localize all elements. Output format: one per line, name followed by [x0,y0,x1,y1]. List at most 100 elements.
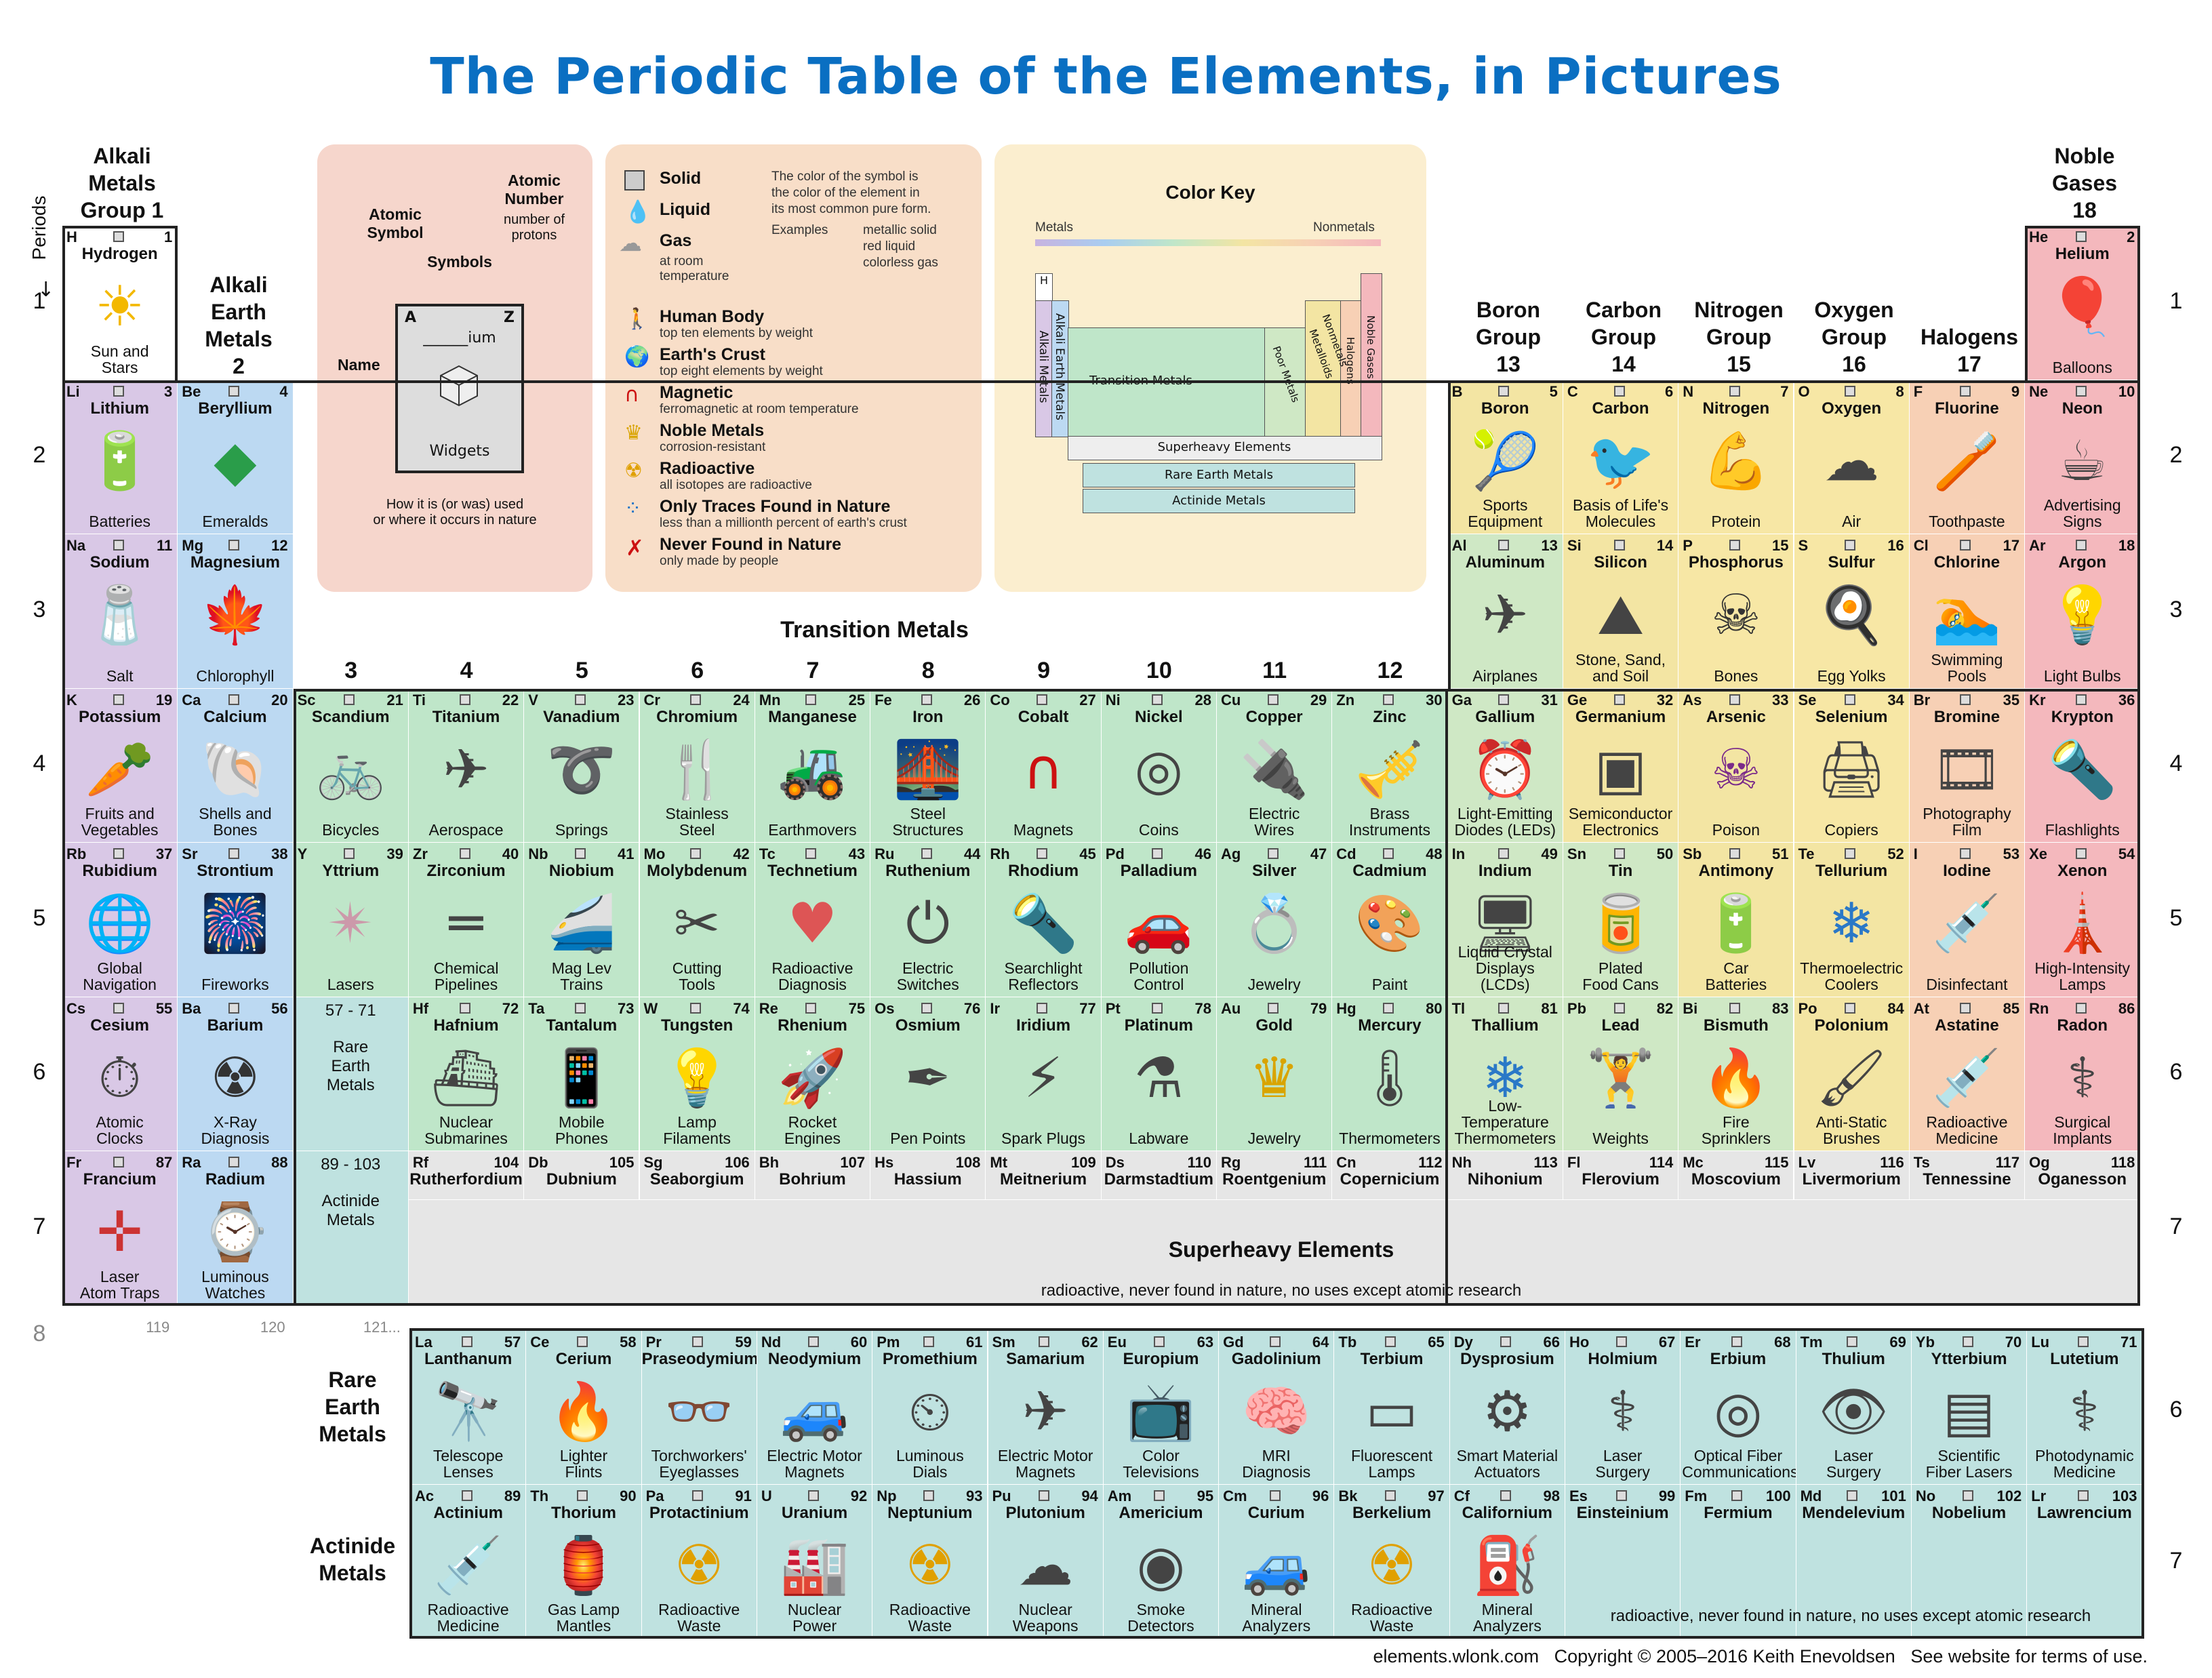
element-cell-sulfur[interactable]: S 16 Sulfur 🍳 Egg Yolks [1794,534,1910,689]
element-cell-chlorine[interactable]: Cl 17 Chlorine 🏊 Swimming Pools [1909,534,2026,689]
element-cell-hassium[interactable]: Hs 108 Hassium [870,1151,986,1200]
element-cell-meitnerium[interactable]: Mt 109 Meitnerium [986,1151,1102,1200]
element-cell-antimony[interactable]: Sb 51 Antimony 🔋 Car Batteries [1678,843,1794,997]
element-cell-seaborgium[interactable]: Sg 106 Seaborgium [639,1151,755,1200]
element-cell-actinium[interactable]: Ac 89 Actinium 💉 Radioactive Medicine [411,1485,527,1639]
element-cell-silicon[interactable]: Si 14 Silicon ⛰ Stone, Sand, and Soil [1563,534,1679,689]
element-cell-argon[interactable]: Ar 18 Argon 💡 Light Bulbs [2025,534,2141,689]
element-cell-praseodymium[interactable]: Pr 59 Praseodymium 👓 Torchworkers' Eyeglasse… [641,1331,757,1485]
element-cell-tennessine[interactable]: Ts 117 Tennessine [1909,1151,2026,1200]
element-cell-cesium[interactable]: Cs 55 Cesium ⏱ Atomic Clocks [62,997,178,1151]
element-cell-thallium[interactable]: Tl 81 Thallium ❄ Low-Temperature Thermometer… [1447,997,1563,1151]
element-cell-manganese[interactable]: Mn 25 Manganese 🚜 Earthmovers [755,688,871,843]
element-cell-plutonium[interactable]: Pu 94 Plutonium ☁ Nuclear Weapons [988,1485,1104,1639]
element-cell-francium[interactable]: Fr 87 Francium ✛ Laser Atom Traps [62,1151,178,1306]
element-cell-iodine[interactable]: I 53 Iodine 💉 Disinfectant [1909,843,2026,997]
element-cell-mercury[interactable]: Hg 80 Mercury 🌡 Thermometers [1332,997,1448,1151]
element-cell-americium[interactable]: Am 95 Americium ◉ Smoke Detectors [1103,1485,1220,1639]
element-cell-roentgenium[interactable]: Rg 111 Roentgenium [1217,1151,1333,1200]
element-cell-protactinium[interactable]: Pa 91 Protactinium ☢ Radioactive Waste [641,1485,757,1639]
element-cell-iron[interactable]: Fe 26 Iron 🌉 Steel Structures [870,688,986,843]
element-cell-europium[interactable]: Eu 63 Europium 📺 Color Televisions [1103,1331,1220,1485]
element-cell-promethium[interactable]: Pm 61 Promethium ⏲ Luminous Dials [872,1331,988,1485]
element-cell-erbium[interactable]: Er 68 Erbium ◎ Optical Fiber Communications [1681,1331,1796,1485]
element-cell-silver[interactable]: Ag 47 Silver 💍 Jewelry [1217,843,1333,997]
element-cell-technetium[interactable]: Tc 43 Technetium ♥ Radioactive Diagnosis [755,843,871,997]
element-cell-bohrium[interactable]: Bh 107 Bohrium [755,1151,871,1200]
element-cell-neon[interactable]: Ne 10 Neon ☕ Advertising Signs [2025,380,2141,534]
element-cell-cobalt[interactable]: Co 27 Cobalt ∩ Magnets [986,688,1102,843]
element-cell-rhodium[interactable]: Rh 45 Rhodium 🔦 Searchlight Reflectors [986,843,1102,997]
element-cell-tungsten[interactable]: W 74 Tungsten 💡 Lamp Filaments [639,997,755,1151]
element-cell-lead[interactable]: Pb 82 Lead 🏋 Weights [1563,997,1679,1151]
element-cell-ytterbium[interactable]: Yb 70 Ytterbium ▤ Scientific Fiber Lasers [1911,1331,2028,1485]
element-cell-nitrogen[interactable]: N 7 Nitrogen 💪 Protein [1678,380,1794,534]
element-cell-tin[interactable]: Sn 50 Tin 🥫 Plated Food Cans [1563,843,1679,997]
element-cell-uranium[interactable]: U 92 Uranium 🏭 Nuclear Power [757,1485,873,1639]
element-cell-beryllium[interactable]: Be 4 Beryllium ◆ Emeralds [178,380,294,534]
element-cell-magnesium[interactable]: Mg 12 Magnesium 🍁 Chlorophyll [178,534,294,689]
element-cell-boron[interactable]: B 5 Boron 🎾 Sports Equipment [1447,380,1563,534]
element-cell-platinum[interactable]: Pt 78 Platinum ⚗ Labware [1101,997,1217,1151]
element-cell-molybdenum[interactable]: Mo 42 Molybdenum ✂ Cutting Tools [639,843,755,997]
element-cell-hafnium[interactable]: Hf 72 Hafnium ⛴ Nuclear Submarines [408,997,525,1151]
element-cell-lithium[interactable]: Li 3 Lithium 🔋 Batteries [62,380,178,534]
element-cell-lanthanum[interactable]: La 57 Lanthanum 🔭 Telescope Lenses [411,1331,527,1485]
element-cell-radium[interactable]: Ra 88 Radium ⌚ Luminous Watches [178,1151,294,1306]
element-cell-lawrencium[interactable]: Lr 103 Lawrencium [2027,1485,2143,1639]
element-cell-potassium[interactable]: K 19 Potassium 🥕 Fruits and Vegetables [62,688,178,843]
element-cell-rubidium[interactable]: Rb 37 Rubidium 🌐 Global Navigation [62,843,178,997]
element-cell-thulium[interactable]: Tm 69 Thulium 👁 Laser Surgery [1796,1331,1912,1485]
element-cell-mendelevium[interactable]: Md 101 Mendelevium [1796,1485,1912,1639]
element-cell-tellurium[interactable]: Te 52 Tellurium ❄ Thermoelectric Coolers [1794,843,1910,997]
element-cell-dubnium[interactable]: Db 105 Dubnium [524,1151,640,1200]
element-cell-einsteinium[interactable]: Es 99 Einsteinium [1565,1485,1681,1639]
element-cell-xenon[interactable]: Xe 54 Xenon 🗼 High-Intensity Lamps [2025,843,2141,997]
element-cell-zirconium[interactable]: Zr 40 Zirconium ═ Chemical Pipelines [408,843,525,997]
element-cell-ruthenium[interactable]: Ru 44 Ruthenium ⏻ Electric Switches [870,843,986,997]
element-cell-neodymium[interactable]: Nd 60 Neodymium 🚙 Electric Motor Magnets [757,1331,873,1485]
element-cell-rutherfordium[interactable]: Rf 104 Rutherfordium [408,1151,525,1200]
element-cell-calcium[interactable]: Ca 20 Calcium 🐚 Shells and Bones [178,688,294,843]
element-cell-gallium[interactable]: Ga 31 Gallium ⏰ Light-Emitting Diodes (LEDs) [1447,688,1563,843]
element-cell-moscovium[interactable]: Mc 115 Moscovium [1678,1151,1794,1200]
element-cell-nihonium[interactable]: Nh 113 Nihonium [1447,1151,1563,1200]
element-cell-tantalum[interactable]: Ta 73 Tantalum 📱 Mobile Phones [524,997,640,1151]
element-cell-titanium[interactable]: Ti 22 Titanium ✈ Aerospace [408,688,525,843]
element-cell-samarium[interactable]: Sm 62 Samarium ✈ Electric Motor Magnets [988,1331,1104,1485]
element-cell-nobelium[interactable]: No 102 Nobelium [1911,1485,2028,1639]
element-cell-chromium[interactable]: Cr 24 Chromium 🍴 Stainless Steel [639,688,755,843]
element-cell-scandium[interactable]: Sc 21 Scandium 🚲 Bicycles [293,688,409,843]
element-cell-niobium[interactable]: Nb 41 Niobium 🚄 Mag Lev Trains [524,843,640,997]
element-cell-indium[interactable]: In 49 Indium 🖥 Liquid Crystal Displays (LCDs… [1447,843,1563,997]
element-cell-flerovium[interactable]: Fl 114 Flerovium [1563,1151,1679,1200]
element-cell-lutetium[interactable]: Lu 71 Lutetium ⚕ Photodynamic Medicine [2027,1331,2143,1485]
element-cell-selenium[interactable]: Se 34 Selenium 🖨 Copiers [1794,688,1910,843]
element-cell-krypton[interactable]: Kr 36 Krypton 🔦 Flashlights [2025,688,2141,843]
element-cell-copernicium[interactable]: Cn 112 Copernicium [1332,1151,1448,1200]
element-cell-phosphorus[interactable]: P 15 Phosphorus ☠ Bones [1678,534,1794,689]
element-cell-germanium[interactable]: Ge 32 Germanium ▣ Semiconductor Electronics [1563,688,1679,843]
element-cell-palladium[interactable]: Pd 46 Palladium 🚗 Pollution Control [1101,843,1217,997]
element-cell-holmium[interactable]: Ho 67 Holmium ⚕ Laser Surgery [1565,1331,1681,1485]
element-cell-strontium[interactable]: Sr 38 Strontium 🎆 Fireworks [178,843,294,997]
element-cell-carbon[interactable]: C 6 Carbon 🐦 Basis of Life's Molecules [1563,380,1679,534]
element-cell-sodium[interactable]: Na 11 Sodium 🧂 Salt [62,534,178,689]
element-cell-gold[interactable]: Au 79 Gold ♛ Jewelry [1217,997,1333,1151]
element-cell-thorium[interactable]: Th 90 Thorium 🏮 Gas Lamp Mantles [526,1485,642,1639]
element-cell-astatine[interactable]: At 85 Astatine 💉 Radioactive Medicine [1909,997,2026,1151]
element-cell-vanadium[interactable]: V 23 Vanadium ➰ Springs [524,688,640,843]
element-cell-copper[interactable]: Cu 29 Copper 🔌 Electric Wires [1217,688,1333,843]
element-cell-radon[interactable]: Rn 86 Radon ⚕ Surgical Implants [2025,997,2141,1151]
element-cell-iridium[interactable]: Ir 77 Iridium ⚡ Spark Plugs [986,997,1102,1151]
element-cell-cadmium[interactable]: Cd 48 Cadmium 🎨 Paint [1332,843,1448,997]
element-cell-cerium[interactable]: Ce 58 Cerium 🔥 Lighter Flints [526,1331,642,1485]
element-cell-dysprosium[interactable]: Dy 66 Dysprosium ⚙ Smart Material Actuators [1449,1331,1565,1485]
element-cell-aluminum[interactable]: Al 13 Aluminum ✈ Airplanes [1447,534,1563,689]
element-cell-bromine[interactable]: Br 35 Bromine 🎞 Photography Film [1909,688,2026,843]
element-cell-neptunium[interactable]: Np 93 Neptunium ☢ Radioactive Waste [872,1485,988,1639]
element-cell-fluorine[interactable]: F 9 Fluorine 🪥 Toothpaste [1909,380,2026,534]
element-cell-osmium[interactable]: Os 76 Osmium ✒ Pen Points [870,997,986,1151]
element-cell-hydrogen[interactable]: H 1 Hydrogen ☀ Sun and Stars [62,226,178,380]
element-cell-curium[interactable]: Cm 96 Curium 🚙 Mineral Analyzers [1219,1485,1335,1639]
